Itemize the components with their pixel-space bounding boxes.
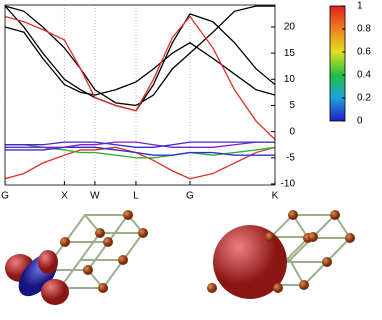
orbital-left	[43, 214, 145, 289]
colorbar-tick-label: 0.4	[357, 70, 371, 81]
orbital-right-shapes	[207, 210, 355, 299]
colorbar-tick-label: 0.2	[357, 93, 371, 104]
band-line	[5, 5, 275, 112]
y-tick-label: 10	[284, 74, 296, 85]
x-tick-label: L	[133, 191, 139, 202]
band-line	[5, 15, 275, 140]
plot-frame	[4, 4, 276, 186]
y-tick-label: -10	[281, 179, 296, 190]
band-line	[5, 146, 275, 156]
colorbar	[329, 5, 346, 122]
y-tick-label: 20	[284, 22, 296, 33]
colorbar-tick-label: 0.6	[357, 47, 371, 58]
x-tick-label: G	[1, 191, 9, 202]
x-tick-label: G	[186, 191, 194, 202]
y-tick-label: -5	[286, 152, 295, 163]
y-tick-label: 5	[289, 100, 295, 111]
band-line	[5, 141, 275, 148]
y-tick-label: 0	[289, 126, 295, 137]
orbital-left-shapes	[5, 210, 148, 305]
band-line	[5, 26, 275, 96]
x-tick-label: K	[272, 191, 279, 202]
x-tick-label: X	[61, 191, 68, 202]
colorbar-tick-label: 0.8	[357, 24, 371, 35]
band-line	[5, 141, 275, 148]
x-tick-label: W	[90, 191, 100, 202]
colorbar-tick-label: 1	[357, 1, 363, 12]
colorbar-tick-label: 0	[357, 116, 363, 127]
bands	[5, 5, 275, 180]
band-line	[5, 5, 275, 107]
y-tick-label: 15	[284, 48, 296, 59]
band-line	[5, 144, 275, 159]
